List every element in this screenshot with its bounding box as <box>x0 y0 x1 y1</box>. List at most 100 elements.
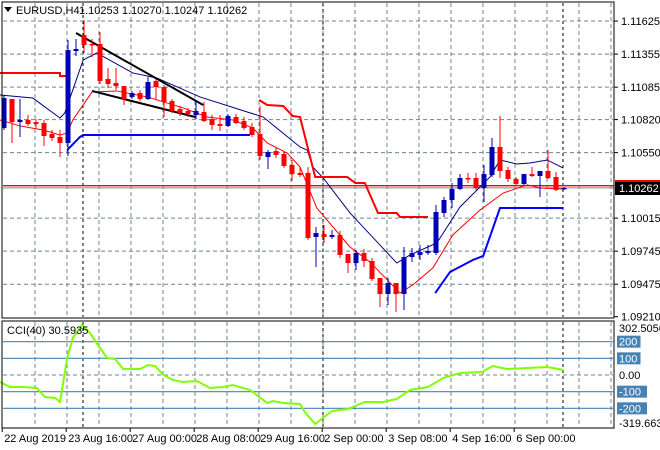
candle-body <box>481 174 487 189</box>
cci-tick-label: 302.5056 <box>619 323 660 335</box>
bullish-candle <box>425 245 431 255</box>
price-tick-label: 1.09475 <box>621 279 660 291</box>
bullish-candle <box>353 250 359 271</box>
bearish-candle <box>89 39 95 58</box>
candle-body <box>129 93 135 97</box>
candle-body <box>241 121 247 129</box>
candle-body <box>49 134 55 138</box>
time-tick-label: 6 Sep 00:00 <box>516 433 575 445</box>
bearish-candle <box>105 68 111 89</box>
candle-body <box>97 43 103 82</box>
bullish-candle <box>225 113 231 128</box>
time-tick-label: 2 Sep 00:00 <box>324 433 383 445</box>
bullish-candle <box>441 196 447 218</box>
bearish-candle <box>297 166 303 177</box>
price-tick-label: 1.11085 <box>621 82 660 94</box>
time-tick-label: 28 Aug 08:00 <box>196 433 261 445</box>
candle-body <box>217 123 223 126</box>
candle-body <box>521 174 527 184</box>
bearish-candle <box>369 258 375 282</box>
candle-body <box>425 251 431 253</box>
cci-tick-label: -319.6636 <box>619 418 660 430</box>
candle-body <box>201 111 207 122</box>
bullish-candle <box>17 99 23 137</box>
cci-level-label-bg <box>617 385 647 398</box>
bearish-candle <box>49 129 55 142</box>
bearish-candle <box>9 99 15 143</box>
bullish-candle <box>73 39 79 57</box>
bearish-candle <box>97 31 103 84</box>
candle-body <box>17 119 23 123</box>
price-tick-label: 1.11355 <box>621 49 660 61</box>
candle-body <box>113 82 119 87</box>
candle-body <box>505 170 511 179</box>
candle-body <box>385 282 391 295</box>
candle-body <box>369 260 375 279</box>
candle-body <box>409 252 415 258</box>
bullish-candle <box>489 137 495 177</box>
support-stop-line <box>434 206 564 294</box>
grid <box>3 3 613 427</box>
bullish-candle <box>417 245 423 260</box>
bearish-candle <box>465 172 471 183</box>
bearish-candle <box>305 166 311 241</box>
candle-body <box>73 48 79 52</box>
candle-body <box>33 122 39 124</box>
candle-body <box>513 178 519 184</box>
candle-body <box>305 172 311 238</box>
candle-body <box>105 78 111 84</box>
fast-moving-average-line <box>0 90 564 294</box>
price-tick-label: 1.10820 <box>621 115 660 127</box>
candle-body <box>417 252 423 255</box>
bearish-candle <box>113 68 119 90</box>
candle-body <box>473 177 479 189</box>
cci-panel-border <box>1 320 615 429</box>
bearish-candle <box>345 253 351 273</box>
bearish-candle <box>233 113 239 124</box>
bullish-candle <box>521 174 527 185</box>
bearish-candle <box>513 176 519 185</box>
bearish-candle <box>273 147 279 159</box>
time-tick-label: 3 Sep 08:00 <box>388 433 447 445</box>
candle-body <box>361 252 367 261</box>
time-tick-label: 4 Sep 16:00 <box>452 433 511 445</box>
candles <box>1 19 567 312</box>
current-price-label-bg <box>615 182 660 195</box>
candle-body <box>393 282 399 295</box>
cci-level-label-bg <box>617 402 647 415</box>
bearish-candle <box>545 150 551 179</box>
bearish-candle <box>177 105 183 117</box>
bearish-candle <box>393 282 399 312</box>
candle-body <box>185 111 191 114</box>
candle-body <box>177 109 183 113</box>
bullish-candle <box>129 90 135 100</box>
candle-body <box>313 233 319 237</box>
price-tick-label: 1.09745 <box>621 246 660 258</box>
current-price-label: 1.10262 <box>619 183 659 195</box>
bearish-candle <box>497 116 503 178</box>
candle-body <box>401 257 407 295</box>
time-tick-label: 23 Aug 16:00 <box>68 433 133 445</box>
bullish-candle <box>1 94 7 130</box>
candle-body <box>329 235 335 237</box>
candle-body <box>121 86 127 100</box>
bearish-candle <box>241 117 247 130</box>
bullish-candle <box>193 100 199 119</box>
candle-body <box>193 111 199 116</box>
candle-body <box>537 170 543 177</box>
bullish-candle <box>409 247 415 263</box>
candle-body <box>345 253 351 264</box>
resistance-stop-line <box>258 99 428 219</box>
candle-body <box>265 152 271 158</box>
bearish-candle <box>185 107 191 118</box>
candle-body <box>545 170 551 178</box>
collapse-triangle-icon[interactable] <box>4 7 12 12</box>
bearish-candle <box>249 123 255 137</box>
candle-body <box>161 87 167 102</box>
chart-symbol: EURUSD,H4 <box>16 5 80 17</box>
candle-body <box>137 93 143 100</box>
bullish-candle <box>449 182 455 208</box>
bearish-candle <box>377 277 383 307</box>
price-tick-label: 1.10550 <box>621 148 660 160</box>
